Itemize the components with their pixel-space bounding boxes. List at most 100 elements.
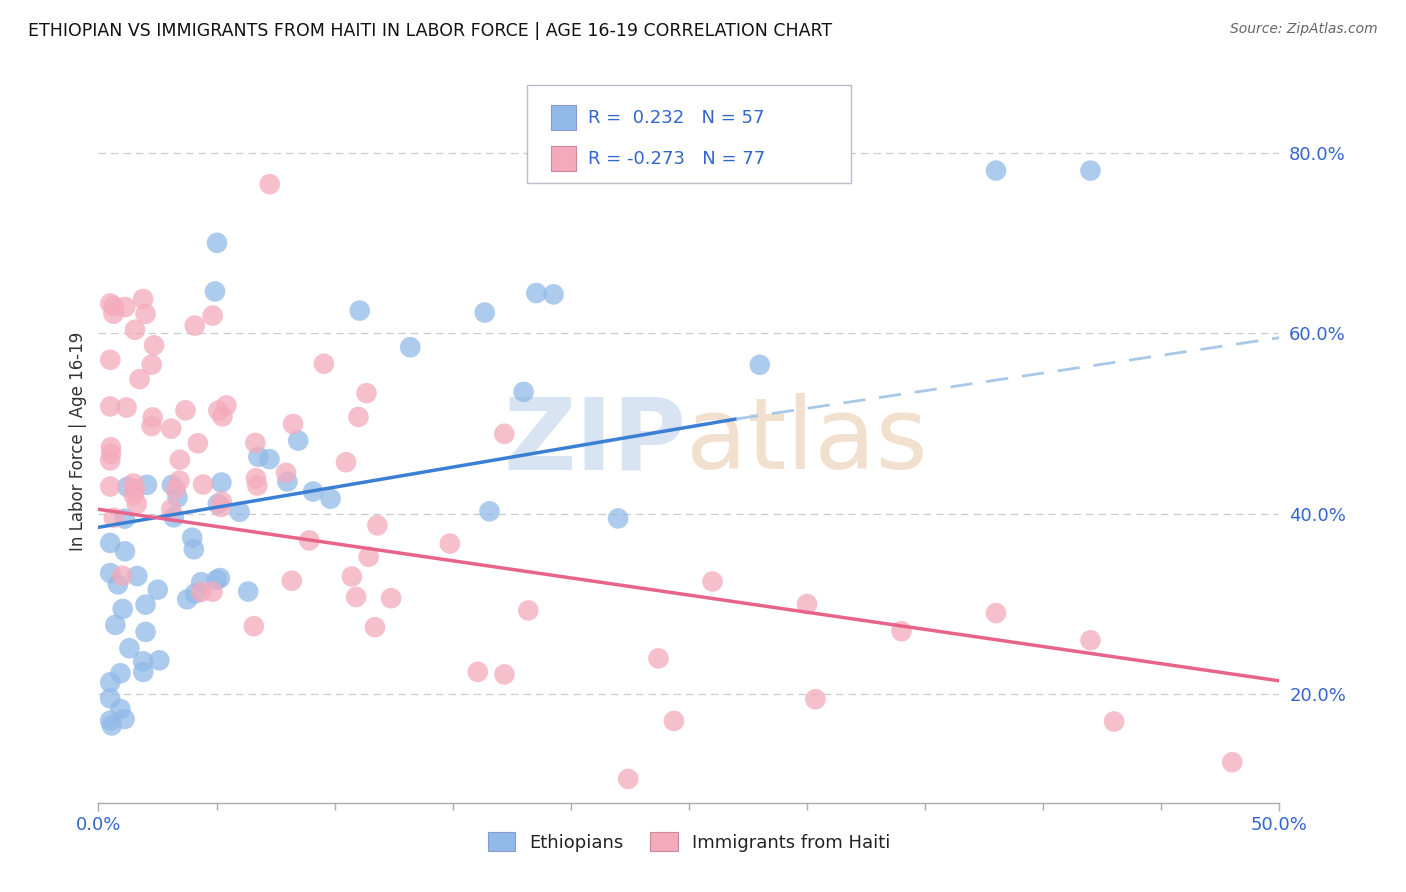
Point: [647, 651, 669, 665]
Point: [347, 409, 370, 424]
Point: [204, 285, 226, 299]
Point: [984, 163, 1007, 178]
Point: [524, 286, 547, 301]
Point: [169, 474, 191, 488]
Point: [356, 386, 378, 401]
Point: [122, 476, 145, 491]
Point: [312, 357, 335, 371]
Point: [1220, 755, 1243, 769]
Point: [748, 358, 770, 372]
Point: [259, 452, 281, 467]
Text: ETHIOPIAN VS IMMIGRANTS FROM HAITI IN LABOR FORCE | AGE 16-19 CORRELATION CHART: ETHIOPIAN VS IMMIGRANTS FROM HAITI IN LA…: [28, 22, 832, 40]
Point: [245, 471, 267, 485]
Point: [201, 584, 224, 599]
Point: [124, 323, 146, 337]
Point: [211, 409, 233, 424]
Point: [104, 618, 127, 632]
Text: R = -0.273   N = 77: R = -0.273 N = 77: [588, 150, 765, 168]
Point: [181, 531, 204, 545]
Y-axis label: In Labor Force | Age 16-19: In Labor Force | Age 16-19: [69, 332, 87, 551]
Point: [107, 577, 129, 591]
Point: [142, 410, 165, 425]
Point: [274, 466, 297, 480]
Point: [187, 436, 209, 450]
Point: [111, 602, 134, 616]
Point: [98, 675, 121, 690]
Point: [205, 573, 228, 587]
Point: [494, 426, 516, 441]
Point: [238, 584, 260, 599]
Point: [135, 624, 157, 639]
Point: [364, 620, 387, 634]
Point: [165, 483, 187, 497]
Point: [302, 484, 325, 499]
Point: [1080, 633, 1102, 648]
Point: [141, 419, 163, 434]
Point: [207, 403, 229, 417]
Text: ZIP: ZIP: [503, 393, 686, 490]
Point: [163, 510, 186, 524]
Point: [245, 436, 267, 450]
Point: [166, 491, 188, 505]
Point: [132, 654, 155, 668]
Point: [98, 453, 121, 467]
Point: [110, 666, 132, 681]
Point: [98, 352, 121, 367]
Point: [111, 568, 134, 582]
Point: [319, 491, 342, 506]
Point: [517, 603, 540, 617]
Point: [474, 305, 496, 319]
Legend: Ethiopians, Immigrants from Haiti: Ethiopians, Immigrants from Haiti: [481, 825, 897, 859]
Point: [98, 691, 121, 706]
Point: [160, 422, 183, 436]
Point: [160, 478, 183, 492]
Point: [184, 586, 207, 600]
Point: [160, 502, 183, 516]
Point: [543, 287, 565, 301]
Point: [100, 440, 122, 454]
Point: [796, 597, 818, 611]
Point: [1080, 163, 1102, 178]
Point: [176, 592, 198, 607]
Point: [607, 511, 630, 525]
Point: [183, 542, 205, 557]
Point: [117, 480, 139, 494]
Point: [335, 455, 357, 469]
Point: [191, 477, 214, 491]
Point: [115, 401, 138, 415]
Point: [247, 450, 270, 464]
Point: [340, 569, 363, 583]
Point: [135, 598, 157, 612]
Point: [207, 497, 229, 511]
Point: [399, 340, 422, 354]
Point: [98, 566, 121, 581]
Point: [208, 571, 231, 585]
Point: [127, 569, 149, 583]
Point: [209, 500, 232, 514]
Point: [211, 494, 233, 508]
Point: [662, 714, 685, 728]
Point: [141, 358, 163, 372]
Point: [890, 624, 912, 639]
Point: [804, 692, 827, 706]
Point: [349, 303, 371, 318]
Point: [103, 307, 125, 321]
Point: [190, 575, 212, 590]
Point: [276, 475, 298, 489]
Text: atlas: atlas: [686, 393, 928, 490]
Point: [98, 536, 121, 550]
Text: R =  0.232   N = 57: R = 0.232 N = 57: [588, 109, 765, 127]
Point: [103, 299, 125, 313]
Point: [281, 417, 304, 431]
Point: [467, 665, 489, 679]
Point: [128, 372, 150, 386]
Point: [190, 585, 212, 599]
Point: [357, 549, 380, 564]
Point: [103, 510, 125, 524]
Point: [205, 235, 228, 250]
Point: [122, 488, 145, 502]
Point: [114, 544, 136, 558]
Point: [209, 475, 232, 490]
Point: [110, 702, 132, 716]
Point: [215, 398, 238, 412]
